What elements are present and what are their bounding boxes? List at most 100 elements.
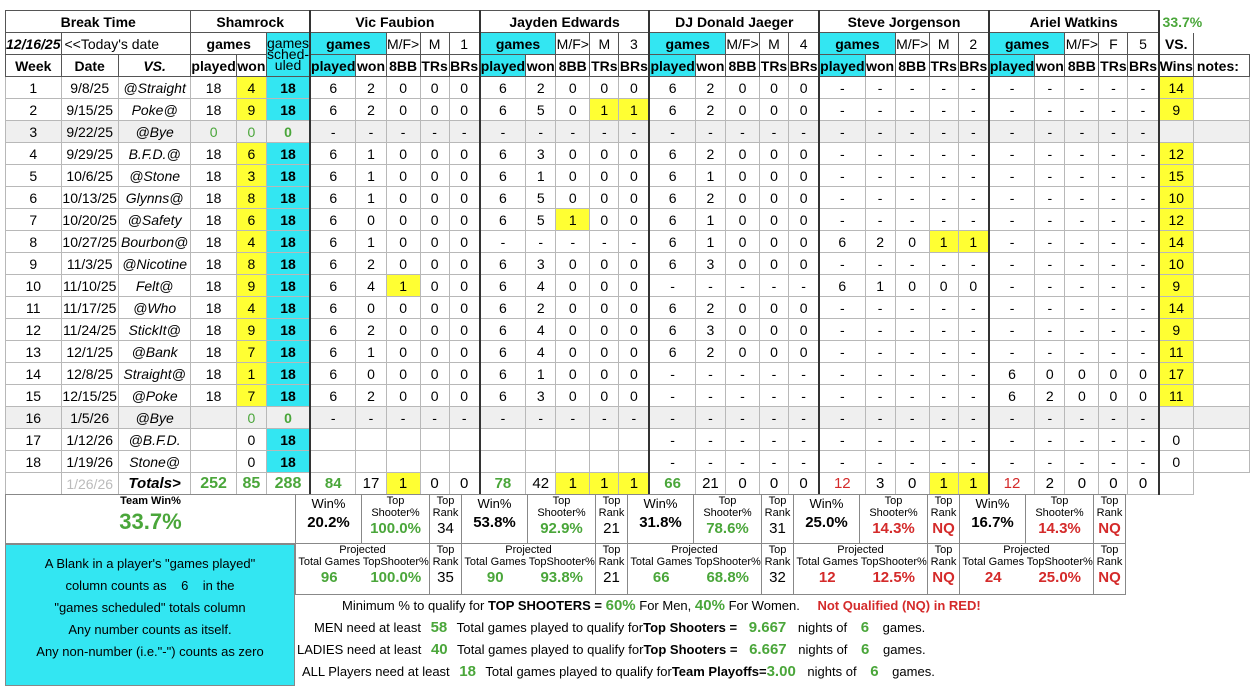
week-date[interactable]: 10/6/25 bbox=[60, 164, 119, 187]
played-header[interactable]: played bbox=[648, 54, 696, 77]
played-value[interactable]: 6 bbox=[988, 384, 1036, 407]
date-header[interactable]: Date bbox=[60, 54, 119, 77]
trs-value[interactable]: 0 bbox=[419, 76, 450, 99]
played-value[interactable]: 6 bbox=[479, 76, 527, 99]
team-won[interactable]: 0 bbox=[235, 428, 268, 451]
trs-value[interactable]: - bbox=[1098, 252, 1129, 275]
won-value[interactable]: - bbox=[864, 98, 896, 121]
team-won[interactable]: 0 bbox=[235, 120, 268, 143]
brs-value[interactable]: - bbox=[1127, 76, 1160, 99]
team-played[interactable]: 18 bbox=[190, 340, 237, 363]
played-value[interactable]: 6 bbox=[648, 230, 696, 253]
8bb-value[interactable]: 0 bbox=[385, 76, 421, 99]
brs-value[interactable]: 0 bbox=[448, 384, 481, 407]
played-value[interactable]: - bbox=[818, 208, 866, 231]
8bb-value[interactable]: 0 bbox=[385, 142, 421, 165]
played-header[interactable]: played bbox=[309, 54, 357, 77]
8bb-value[interactable]: - bbox=[555, 120, 591, 143]
trs-value[interactable]: 0 bbox=[419, 142, 450, 165]
brs-value[interactable]: 0 bbox=[788, 340, 821, 363]
team-won[interactable]: 6 bbox=[235, 142, 268, 165]
8bb-header[interactable]: 8BB bbox=[725, 54, 760, 77]
played-value[interactable]: - bbox=[818, 296, 866, 319]
brs-value[interactable]: - bbox=[1127, 142, 1160, 165]
trs-value[interactable]: - bbox=[589, 406, 620, 429]
won-value[interactable]: 1 bbox=[694, 208, 727, 231]
team-played[interactable]: 18 bbox=[190, 296, 237, 319]
proj-rank-cell[interactable]: Top Rank 32 bbox=[761, 543, 794, 595]
win-pct-cell[interactable]: Win% 31.8% bbox=[627, 494, 694, 544]
brs-value[interactable]: 0 bbox=[618, 164, 651, 187]
brs-value[interactable]: - bbox=[957, 164, 990, 187]
team-won[interactable]: 9 bbox=[235, 274, 268, 297]
team-won[interactable]: 0 bbox=[235, 406, 268, 429]
games-label[interactable]: games bbox=[479, 32, 557, 55]
brs-value[interactable]: - bbox=[1127, 450, 1160, 473]
brs-header[interactable]: BRs bbox=[788, 54, 821, 77]
won-value[interactable]: 2 bbox=[694, 186, 727, 209]
team-played[interactable]: 18 bbox=[190, 76, 237, 99]
team-won[interactable]: 3 bbox=[235, 164, 268, 187]
wins-header[interactable]: Wins bbox=[1158, 54, 1194, 77]
brs-value[interactable]: - bbox=[788, 450, 821, 473]
week-date[interactable]: 11/17/25 bbox=[60, 296, 119, 319]
notes-cell[interactable] bbox=[1192, 76, 1250, 99]
week-num[interactable]: 12 bbox=[5, 318, 62, 341]
won-value[interactable]: 1 bbox=[864, 274, 896, 297]
won-value[interactable]: - bbox=[1034, 296, 1066, 319]
opp-wins[interactable]: 9 bbox=[1158, 274, 1194, 297]
brs-value[interactable]: 0 bbox=[448, 186, 481, 209]
trs-value[interactable]: - bbox=[758, 362, 790, 385]
8bb-value[interactable]: - bbox=[1064, 76, 1100, 99]
trs-value[interactable]: 0 bbox=[419, 208, 450, 231]
8bb-value[interactable]: 0 bbox=[1064, 384, 1100, 407]
won-value[interactable]: - bbox=[1034, 318, 1066, 341]
won-header[interactable]: won bbox=[694, 54, 727, 77]
played-value[interactable]: 6 bbox=[479, 384, 527, 407]
played-value[interactable]: 6 bbox=[648, 142, 696, 165]
won-value[interactable]: 4 bbox=[355, 274, 387, 297]
total-played[interactable]: 252 bbox=[190, 472, 237, 495]
played-value[interactable]: 6 bbox=[309, 98, 357, 121]
played-value[interactable]: 6 bbox=[648, 164, 696, 187]
week-num[interactable]: 1 bbox=[5, 76, 62, 99]
team-played[interactable]: 18 bbox=[190, 362, 237, 385]
8bb-value[interactable]: 0 bbox=[725, 340, 760, 363]
brs-value[interactable]: 1 bbox=[618, 98, 651, 121]
gender[interactable]: M bbox=[758, 32, 790, 55]
brs-value[interactable]: - bbox=[1127, 186, 1160, 209]
brs-value[interactable]: 0 bbox=[618, 384, 651, 407]
mf-label[interactable]: M/F> bbox=[385, 32, 421, 55]
opp-wins[interactable]: 9 bbox=[1158, 318, 1194, 341]
mf-label[interactable]: M/F> bbox=[894, 32, 930, 55]
8bb-value[interactable]: - bbox=[894, 450, 930, 473]
opp-wins[interactable] bbox=[1158, 406, 1194, 429]
sched-label[interactable]: games sched-uled bbox=[266, 32, 312, 77]
trs-value[interactable]: 0 bbox=[589, 186, 620, 209]
brs-value[interactable]: - bbox=[957, 428, 990, 451]
week-date[interactable]: 12/8/25 bbox=[60, 362, 119, 385]
brs-value[interactable]: - bbox=[957, 318, 990, 341]
8bb-value[interactable]: - bbox=[894, 406, 930, 429]
trs-value[interactable]: - bbox=[928, 296, 959, 319]
8bb-value[interactable]: - bbox=[725, 274, 760, 297]
8bb-value[interactable]: - bbox=[555, 230, 591, 253]
8bb-value[interactable]: 0 bbox=[894, 274, 930, 297]
opponent[interactable]: @Bye bbox=[117, 120, 192, 143]
total-value[interactable]: 0 bbox=[758, 472, 790, 495]
team-played[interactable]: 18 bbox=[190, 384, 237, 407]
opponent[interactable]: Straight@ bbox=[117, 362, 192, 385]
week-num[interactable]: 7 bbox=[5, 208, 62, 231]
won-value[interactable]: 4 bbox=[525, 274, 557, 297]
team-sched[interactable]: 18 bbox=[266, 208, 312, 231]
8bb-value[interactable]: - bbox=[1064, 296, 1100, 319]
brs-value[interactable]: 0 bbox=[448, 142, 481, 165]
team-won[interactable]: 4 bbox=[235, 76, 268, 99]
brs-value[interactable]: - bbox=[957, 208, 990, 231]
8bb-value[interactable]: 0 bbox=[555, 98, 591, 121]
played-value[interactable]: 6 bbox=[648, 208, 696, 231]
won-header[interactable]: won bbox=[1034, 54, 1066, 77]
brs-value[interactable]: 0 bbox=[618, 318, 651, 341]
played-value[interactable]: - bbox=[818, 362, 866, 385]
8bb-value[interactable]: 0 bbox=[725, 252, 760, 275]
